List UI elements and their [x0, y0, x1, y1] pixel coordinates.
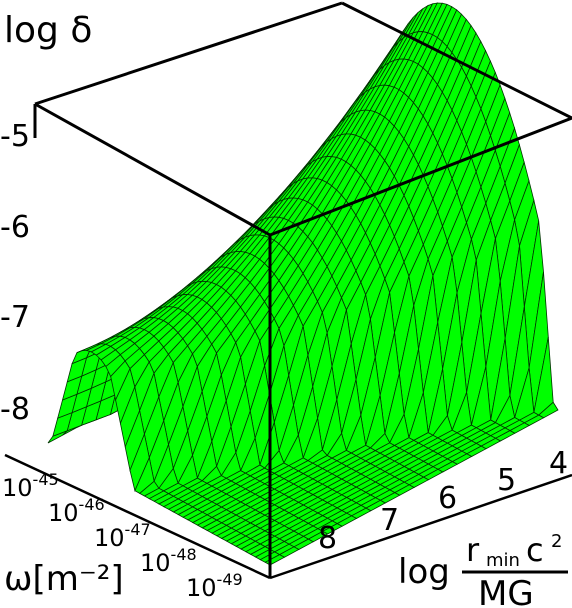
- x-axis-label-min: min: [486, 550, 520, 571]
- x-axis-label-c: c: [526, 531, 544, 569]
- z-tick-label: -7: [0, 300, 30, 335]
- bounding-box: [4, 1, 572, 580]
- x-axis-label-exp: 2: [551, 531, 562, 552]
- box-edge-bottom-left: [4, 453, 271, 580]
- x-axis-label-denominator: MG: [478, 574, 534, 608]
- x-tick-label: 7: [380, 503, 399, 538]
- box-edge-top-back: [34, 1, 343, 106]
- x-tick-label: 4: [549, 446, 568, 481]
- z-tick-label: -5: [0, 119, 30, 154]
- x-axis-label: log r min c 2 MG: [398, 531, 568, 608]
- box-edge-top-right: [341, 1, 572, 120]
- z-tick-label: -8: [0, 392, 30, 427]
- x-axis-label-r: r: [466, 531, 480, 569]
- box-edge-top-left: [269, 116, 572, 237]
- y-tick-label: 10-46: [48, 495, 105, 527]
- y-tick-label: 10-48: [140, 545, 197, 577]
- z-axis-label: log δ: [4, 10, 92, 51]
- y-tick-label: 10-45: [2, 470, 59, 502]
- x-axis-label-prefix: log: [398, 552, 450, 592]
- surface-mesh: [47, 2, 559, 566]
- box-edge-bottom-front: [269, 473, 572, 580]
- x-tick-label: 5: [497, 463, 516, 498]
- x-tick-label: 6: [438, 481, 457, 516]
- y-axis-label: ω[m⁻²]: [4, 559, 124, 599]
- y-tick-label: 10-49: [186, 570, 243, 602]
- z-tick-label: -6: [0, 210, 30, 245]
- box-edge-top-front: [34, 102, 271, 237]
- y-tick-label: 10-47: [94, 520, 151, 552]
- x-tick-label: 8: [318, 521, 337, 556]
